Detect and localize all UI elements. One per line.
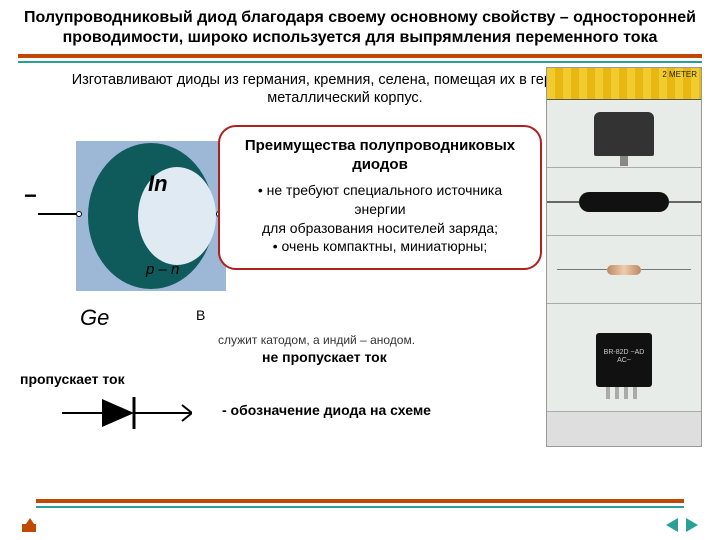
photo-axial-diode bbox=[547, 168, 701, 236]
cut-text: служит катодом, а индий – анодом. bbox=[218, 333, 415, 347]
wire bbox=[38, 213, 78, 215]
ge-label: Ge bbox=[80, 305, 109, 331]
advantages-callout: Преимущества полупроводниковых диодов • … bbox=[218, 125, 542, 270]
content-area: − In + p – n Ge пропускает ток п Преимущ… bbox=[0, 111, 720, 471]
chip-marking: BR-82D ~AD AC~ bbox=[596, 333, 652, 366]
advantage-item: для образования носителей заряда; bbox=[232, 219, 528, 238]
slide-title: Полупроводниковый диод благодаря своему … bbox=[0, 0, 720, 54]
bottom-rule bbox=[36, 499, 684, 508]
in-label: In bbox=[148, 171, 168, 197]
ruler-photo: 2 METER bbox=[547, 68, 701, 100]
next-slide-button[interactable] bbox=[686, 518, 698, 532]
advantage-item: • не требуют специального источника энер… bbox=[232, 181, 528, 219]
callout-title: Преимущества полупроводниковых диодов bbox=[232, 137, 528, 175]
passes-current-label: пропускает ток bbox=[20, 371, 125, 387]
no-pass-label: не пропускает ток bbox=[262, 349, 387, 365]
advantage-item: • очень компактны, миниатюрны; bbox=[232, 237, 528, 256]
component-photos: 2 METER BR-82D ~AD AC~ bbox=[546, 67, 702, 447]
photo-stud-diode bbox=[547, 100, 701, 168]
schematic-caption: - обозначение диода на схеме bbox=[222, 402, 431, 418]
minus-terminal: − bbox=[24, 183, 37, 209]
pn-junction-label: p – n bbox=[146, 261, 179, 278]
top-rule bbox=[18, 54, 702, 63]
photo-bridge-rectifier: BR-82D ~AD AC~ bbox=[547, 304, 701, 412]
prev-slide-button[interactable] bbox=[666, 518, 678, 532]
partial-text: В bbox=[196, 307, 205, 323]
callout-body: • не требуют специального источника энер… bbox=[232, 181, 528, 257]
home-button[interactable] bbox=[22, 524, 36, 532]
ruler-text: 2 METER bbox=[662, 70, 697, 79]
diode-schematic-symbol bbox=[62, 393, 192, 433]
nav-buttons bbox=[666, 518, 698, 532]
photo-glass-diode bbox=[547, 236, 701, 304]
